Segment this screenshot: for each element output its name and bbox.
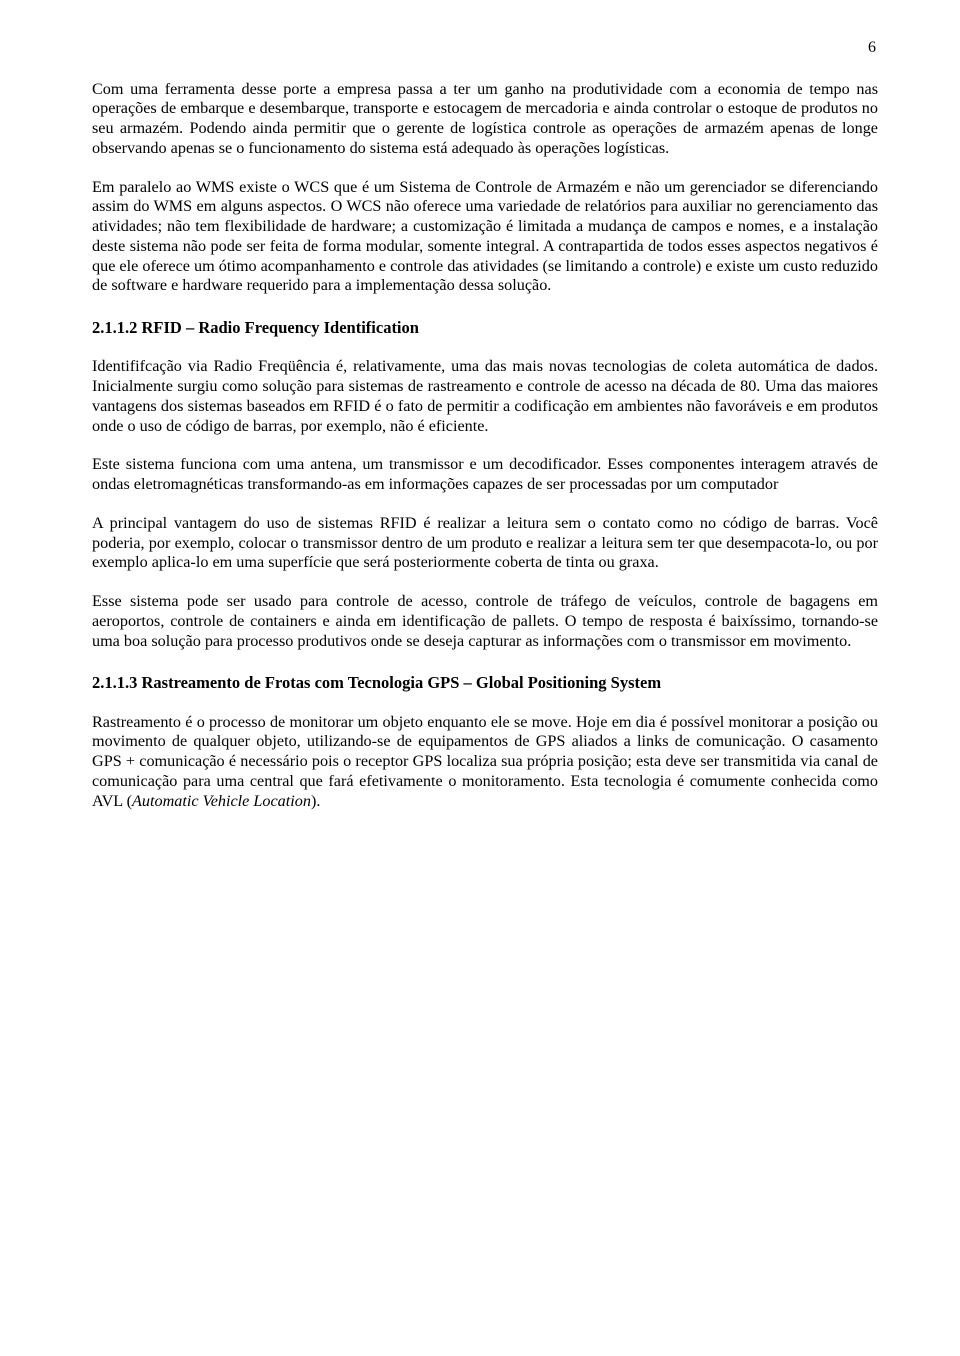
paragraph-3: Identififcação via Radio Freqüência é, r… xyxy=(92,357,878,436)
paragraph-2: Em paralelo ao WMS existe o WCS que é um… xyxy=(92,178,878,297)
paragraph-6: Esse sistema pode ser usado para control… xyxy=(92,592,878,651)
paragraph-4: Este sistema funciona com uma antena, um… xyxy=(92,455,878,495)
heading-gps: 2.1.1.3 Rastreamento de Frotas com Tecno… xyxy=(92,673,878,693)
paragraph-7: Rastreamento é o processo de monitorar u… xyxy=(92,713,878,812)
paragraph-1: Com uma ferramenta desse porte a empresa… xyxy=(92,80,878,159)
paragraph-5: A principal vantagem do uso de sistemas … xyxy=(92,514,878,573)
heading-rfid: 2.1.1.2 RFID – Radio Frequency Identific… xyxy=(92,318,878,338)
para7-italic: Automatic Vehicle Location xyxy=(132,792,311,810)
para7-post: ). xyxy=(311,792,320,810)
page-number: 6 xyxy=(92,38,878,58)
